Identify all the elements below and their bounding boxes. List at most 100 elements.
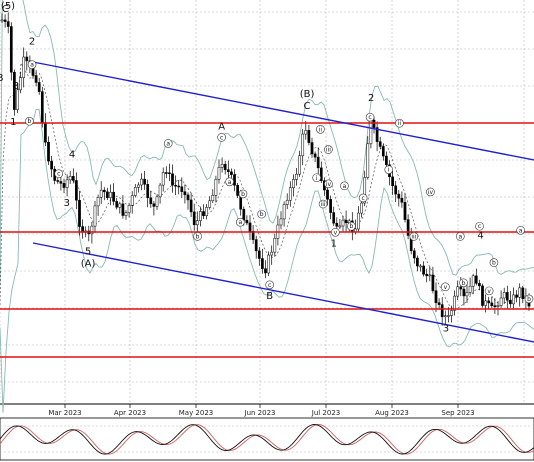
candle-body xyxy=(468,285,472,293)
sub-wave-circle xyxy=(163,139,173,148)
sub-wave-circle xyxy=(217,133,226,142)
candle-body xyxy=(71,176,75,181)
sub-wave-label: c xyxy=(478,223,481,230)
sub-wave-circle xyxy=(426,187,435,197)
candle-body xyxy=(211,195,215,202)
candle-body xyxy=(450,310,453,316)
wave-label: A xyxy=(218,121,225,132)
candle-body xyxy=(133,187,137,196)
wave-label: C xyxy=(2,4,9,15)
candle-body xyxy=(115,201,119,208)
candle-body xyxy=(381,146,385,157)
candle-body xyxy=(478,283,481,287)
candle-body xyxy=(37,82,41,92)
sub-wave-circle xyxy=(365,112,375,122)
candle-body xyxy=(50,160,53,170)
sub-wave-label: c xyxy=(220,134,223,141)
candle-body xyxy=(505,292,509,301)
wave-label: 4 xyxy=(477,230,483,241)
candle-body xyxy=(245,220,249,224)
sub-wave-circle xyxy=(225,177,234,187)
candle-body xyxy=(298,155,301,175)
sub-wave-circle xyxy=(238,189,248,199)
sub-wave-circle xyxy=(340,181,349,191)
candle-body xyxy=(378,141,382,147)
x-axis: Mar 2023 Apr 2023 May 2023 Jun 2023 Jul 2023… xyxy=(48,404,475,417)
sub-wave-label: iii xyxy=(411,233,416,240)
candle-body xyxy=(316,156,320,169)
candle-body xyxy=(149,197,153,205)
candle-body xyxy=(406,219,410,236)
candle-body xyxy=(462,288,466,297)
sub-wave-label: a xyxy=(519,227,523,234)
candle-body xyxy=(106,191,109,198)
candle-body xyxy=(16,89,19,110)
x-tick-label: May 2023 xyxy=(179,409,214,417)
candle-body xyxy=(515,294,518,298)
sub-wave-circle xyxy=(54,169,64,179)
candle-body xyxy=(137,184,140,188)
candle-body xyxy=(459,286,463,290)
candle-body xyxy=(140,178,143,186)
candle-body xyxy=(391,176,394,187)
candle-body xyxy=(236,184,239,196)
sub-wave-label: a xyxy=(30,62,34,69)
candle-body xyxy=(257,250,261,259)
candle-body xyxy=(189,199,193,213)
candle-body xyxy=(180,186,184,192)
candle-body xyxy=(214,178,218,196)
candle-body xyxy=(127,205,131,213)
sub-wave-label: iv xyxy=(326,181,332,188)
sub-wave-circle xyxy=(409,232,419,241)
candle-body xyxy=(490,302,494,306)
sub-wave-circle xyxy=(324,145,333,154)
candle-body xyxy=(344,219,348,224)
sub-wave-circle xyxy=(459,278,468,288)
candle-body xyxy=(233,174,236,186)
candle-body xyxy=(205,207,208,216)
candle-body xyxy=(273,238,277,253)
candle-body xyxy=(295,173,298,180)
sub-wave-label: b xyxy=(527,296,531,303)
candle-body xyxy=(171,173,174,186)
sub-wave-circle xyxy=(358,193,368,203)
candle-body xyxy=(168,172,171,175)
candle-body xyxy=(496,305,500,307)
candle-body xyxy=(195,220,199,225)
stochastic-main-line xyxy=(0,424,534,455)
candle-body xyxy=(440,304,444,318)
candle-body xyxy=(443,315,447,318)
candle-body xyxy=(422,265,425,275)
candle-body xyxy=(434,290,438,303)
candle-body xyxy=(9,26,13,73)
candle-body xyxy=(285,199,289,205)
candle-body xyxy=(3,19,7,22)
candle-body xyxy=(248,222,252,232)
candle-body xyxy=(366,143,370,178)
candle-body xyxy=(99,189,103,198)
wave-label: C xyxy=(304,101,311,112)
candle-body xyxy=(124,212,128,216)
sub-wave-circle xyxy=(489,258,499,267)
candle-body xyxy=(192,211,196,225)
x-tick-label: Apr 2023 xyxy=(114,409,146,417)
wave-label: B xyxy=(266,291,273,302)
candle-body xyxy=(425,273,429,277)
candle-body xyxy=(341,219,345,227)
wave-label: 1 xyxy=(10,117,16,128)
candle-body xyxy=(270,251,274,256)
candle-body xyxy=(487,300,491,304)
sub-wave-label: b xyxy=(27,118,31,125)
candle-body xyxy=(338,225,342,228)
candle-body xyxy=(521,287,525,299)
candle-body xyxy=(416,257,419,267)
candle-body xyxy=(186,194,190,201)
x-tick-label: Sep 2023 xyxy=(441,409,474,417)
candle-body xyxy=(264,268,267,274)
candle-body xyxy=(419,265,422,268)
sub-wave-label: b xyxy=(349,223,353,230)
sub-wave-circle xyxy=(331,228,340,237)
candle-body xyxy=(509,299,512,305)
candle-body xyxy=(59,181,63,184)
candle-body xyxy=(267,254,270,274)
